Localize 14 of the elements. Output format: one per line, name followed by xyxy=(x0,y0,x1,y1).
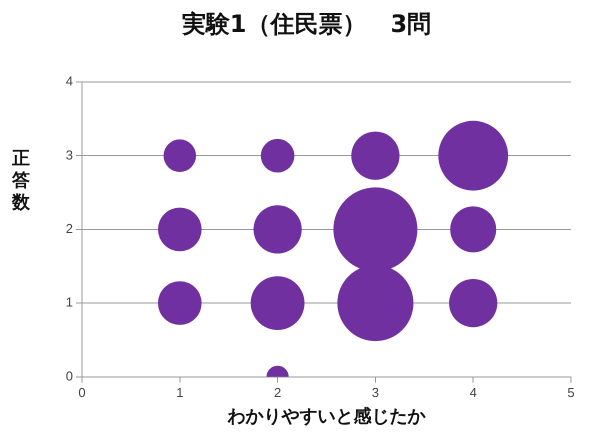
x-tick-label: 1 xyxy=(176,385,184,400)
x-tick-label: 2 xyxy=(274,385,282,400)
y-tick-label: 3 xyxy=(66,147,73,162)
y-axis-title: 正答数 xyxy=(12,148,30,214)
x-tick-label: 4 xyxy=(470,385,477,400)
x-tick-label: 3 xyxy=(372,385,380,400)
x-tick-label: 0 xyxy=(78,385,86,400)
y-tick-label: 1 xyxy=(66,294,73,310)
x-axis-title: わかりやすいと感じたか xyxy=(226,406,426,427)
x-tick-label: 5 xyxy=(567,385,575,400)
y-tick-label: 4 xyxy=(66,74,73,89)
y-tick-label: 0 xyxy=(66,368,73,384)
chart-title: 実験1（住民票） 3問 xyxy=(180,9,432,40)
y-tick-label: 2 xyxy=(66,220,73,236)
